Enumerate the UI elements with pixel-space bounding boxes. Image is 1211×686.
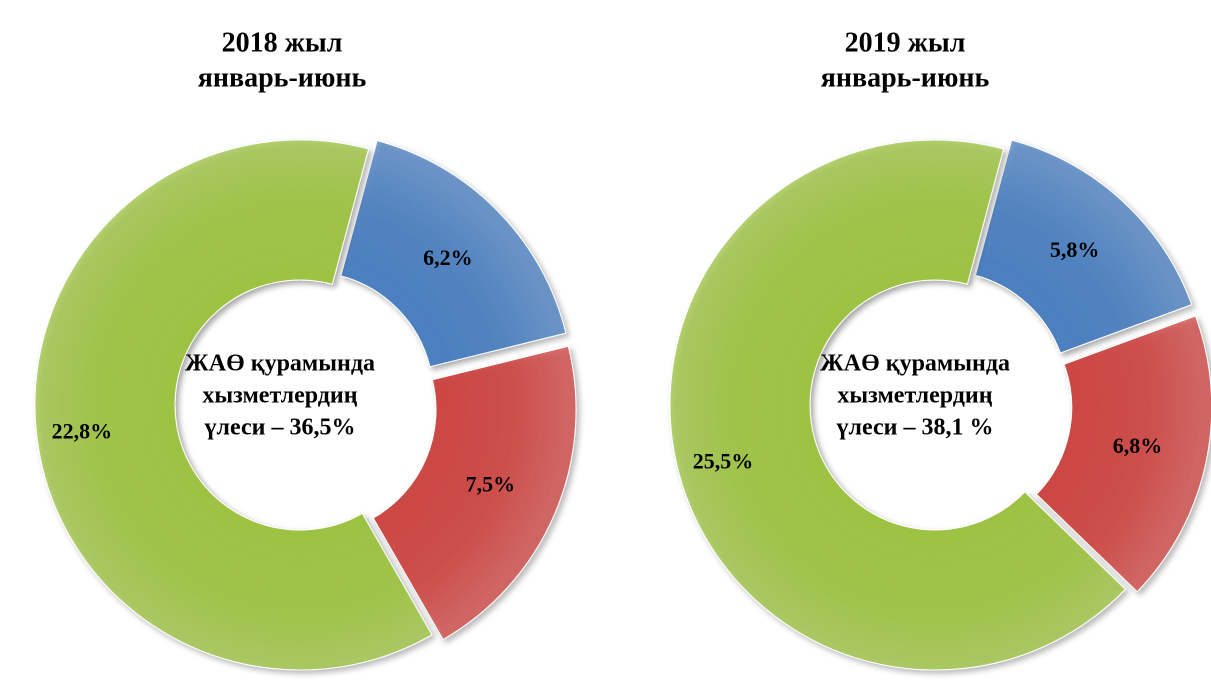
value-label: 7,5% — [466, 471, 516, 496]
donut-segment — [372, 345, 577, 641]
chart-subtitle: январь-июнь — [821, 62, 990, 93]
donut-segment — [669, 139, 1127, 671]
value-label: 6,2% — [423, 245, 473, 270]
chart-title: 2018 жыл — [222, 27, 343, 58]
donut-segment — [340, 140, 567, 368]
chart-title: 2019 жыл — [845, 27, 966, 58]
donut-segment — [34, 139, 433, 671]
value-label: 6,8% — [1113, 433, 1163, 458]
chart-subtitle: январь-июнь — [198, 62, 367, 93]
donut-segment — [1035, 315, 1211, 593]
center-annotation: үлеси – 36,5% — [205, 415, 356, 441]
center-annotation: ЖАӨ қурамында — [185, 351, 375, 377]
center-annotation: ЖАӨ қурамында — [820, 351, 1010, 377]
value-label: 25,5% — [693, 449, 754, 474]
value-label: 5,8% — [1050, 237, 1100, 262]
value-label: 22,8% — [52, 419, 113, 444]
center-annotation: үлеси – 38,1 % — [837, 415, 994, 441]
center-annotation: хызметлердиң — [837, 383, 992, 409]
donut-segment — [974, 139, 1193, 354]
center-annotation: хызметлердиң — [202, 383, 357, 409]
